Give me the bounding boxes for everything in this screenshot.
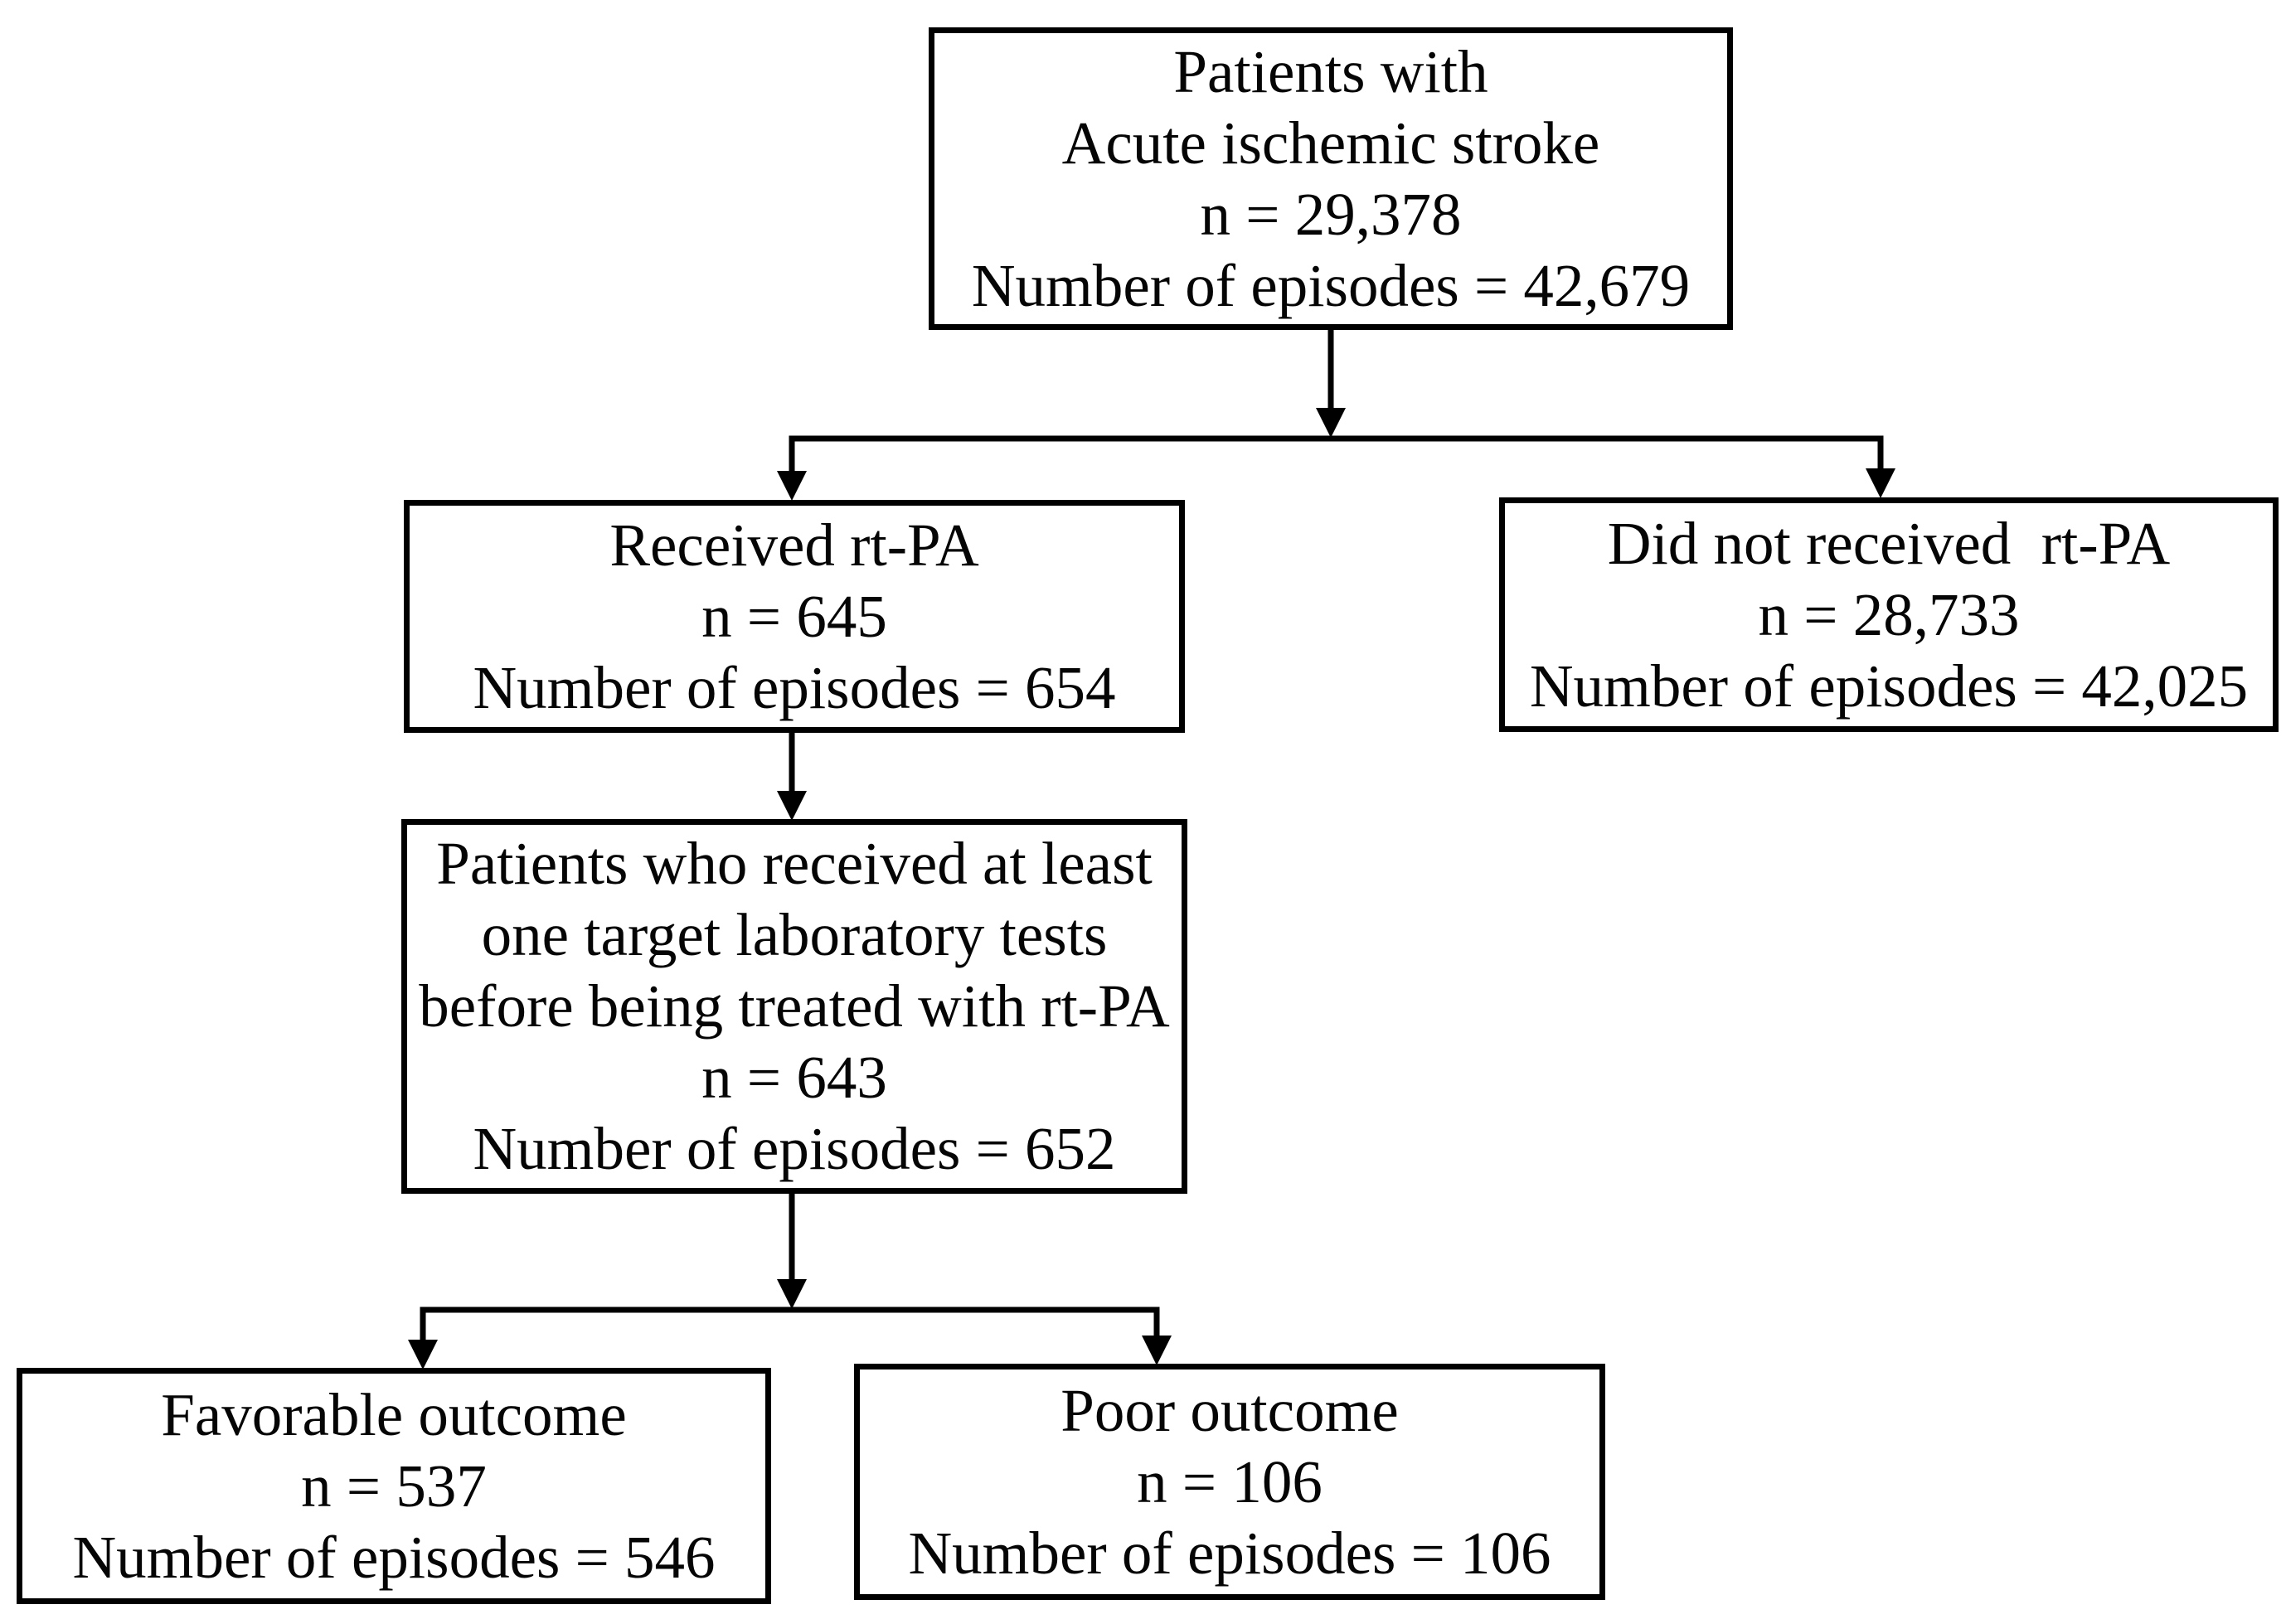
node-patients-acute-ischemic-stroke: Patients with Acute ischemic stroke n = … <box>929 27 1733 330</box>
node-text-line: Number of episodes = 42,679 <box>971 251 1691 319</box>
node-text-line: Patients with <box>1173 37 1488 105</box>
node-text-line: n = 106 <box>1137 1447 1323 1515</box>
node-poor-outcome: Poor outcome n = 106 Number of episodes … <box>854 1364 1605 1600</box>
node-text-line: Received rt-PA <box>609 511 979 579</box>
node-received-rtpa: Received rt-PA n = 645 Number of episode… <box>404 500 1185 733</box>
node-text-line: Acute ischemic stroke <box>1061 109 1600 177</box>
arrowhead-branch2-left <box>408 1340 438 1369</box>
node-text-line: n = 537 <box>301 1452 487 1520</box>
node-text-line: n = 645 <box>701 582 887 650</box>
node-text-line: Number of episodes = 654 <box>473 653 1116 721</box>
node-text-line: n = 28,733 <box>1758 580 2020 648</box>
arrowhead-branch1-left <box>777 471 807 501</box>
node-text-line: Favorable outcome <box>161 1380 627 1448</box>
node-text-line: one target laboratory tests <box>481 901 1108 968</box>
node-text-line: n = 29,378 <box>1200 180 1462 248</box>
arrowhead-root-stem <box>1316 408 1346 438</box>
node-text-line: Number of episodes = 42,025 <box>1529 652 2249 720</box>
node-text-line: before being treated with rt-PA <box>419 972 1170 1040</box>
node-text-line: Number of episodes = 546 <box>72 1523 716 1591</box>
node-text-line: Did not received rt-PA <box>1607 509 2171 577</box>
arrowhead-branch2-right <box>1142 1336 1172 1365</box>
arrowhead-branch1-right <box>1866 468 1895 498</box>
node-text-line: Patients who received at least <box>436 830 1153 897</box>
node-did-not-received-rtpa: Did not received rt-PA n = 28,733 Number… <box>1499 497 2279 732</box>
node-favorable-outcome: Favorable outcome n = 537 Number of epis… <box>17 1368 771 1604</box>
node-text-line: n = 643 <box>701 1044 887 1111</box>
node-text-line: Number of episodes = 652 <box>473 1115 1116 1182</box>
node-text-line: Poor outcome <box>1060 1376 1399 1444</box>
arrowhead-rtpa-to-lab <box>777 791 807 821</box>
node-text-line: Number of episodes = 106 <box>908 1519 1551 1587</box>
arrowhead-lab-stem <box>777 1279 807 1309</box>
node-target-laboratory-tests: Patients who received at least one targe… <box>401 819 1187 1194</box>
